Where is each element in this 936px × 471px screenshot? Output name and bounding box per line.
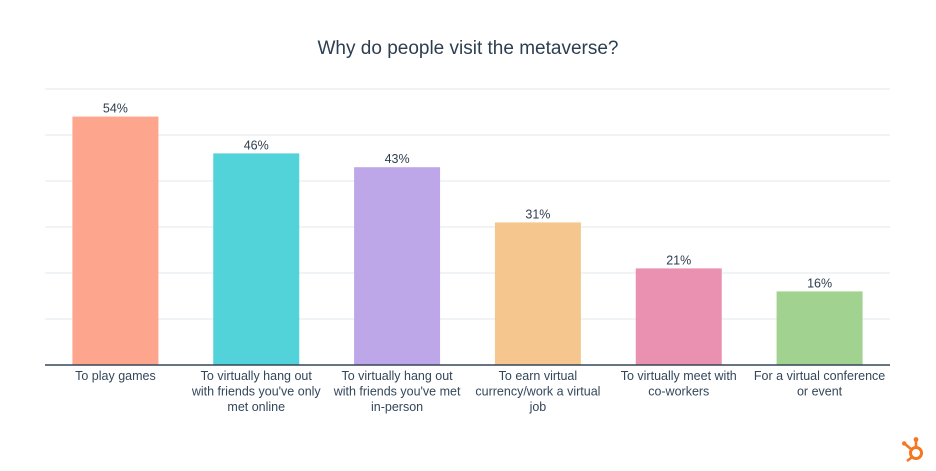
value-label: 43% xyxy=(385,152,410,166)
bar xyxy=(354,167,441,365)
bars xyxy=(72,116,863,365)
gridlines xyxy=(45,88,890,320)
bar xyxy=(213,153,300,365)
category-label: To play games xyxy=(75,369,156,383)
bar xyxy=(72,116,159,365)
value-label: 46% xyxy=(244,138,269,152)
value-label: 21% xyxy=(666,253,691,267)
value-labels: 54% 46% 43% 31% 21% 16% xyxy=(103,102,832,291)
category-labels: To play games To virtually hang out with f… xyxy=(75,369,885,414)
bar xyxy=(635,268,722,365)
category-label: To virtually meet with co-workers xyxy=(621,369,737,399)
category-label: To virtually hang out with friends you've… xyxy=(191,369,322,414)
bar xyxy=(494,222,581,365)
value-label: 31% xyxy=(525,207,550,221)
category-label: To earn virtual currency/work a virtual jo… xyxy=(475,369,600,414)
value-label: 54% xyxy=(103,102,128,116)
category-label: For a virtual conference or event xyxy=(754,369,885,399)
bar xyxy=(776,291,863,365)
hubspot-sprocket-icon xyxy=(902,437,923,463)
value-label: 16% xyxy=(807,276,832,290)
category-label: To virtually hang out with friends you've… xyxy=(333,369,461,414)
chart-title: Why do people visit the metaverse? xyxy=(317,38,619,59)
